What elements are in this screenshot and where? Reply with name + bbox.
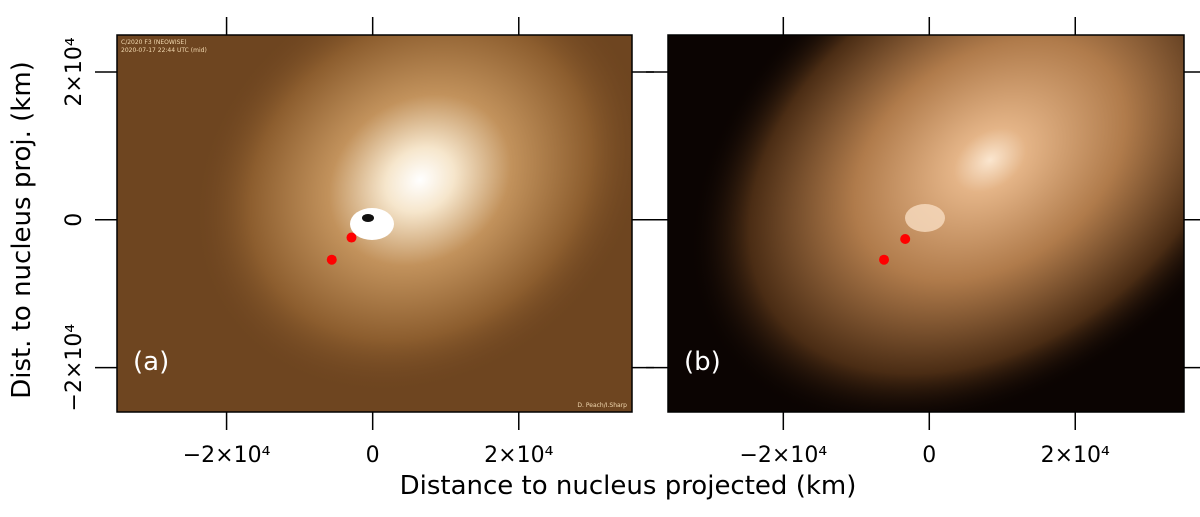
y-axis-label: Dist. to nucleus proj. (km) <box>7 61 37 399</box>
x-tick-label: 0 <box>922 443 936 468</box>
y-tick-label: 0 <box>62 213 87 227</box>
panel-label: (a) <box>133 347 169 377</box>
frame-b <box>667 34 1185 413</box>
image-b <box>668 35 1184 412</box>
comet-point <box>346 232 357 243</box>
comet-point <box>900 234 911 245</box>
watermark: C/2020 F3 (NEOWISE) <box>121 39 187 46</box>
frame-a <box>116 34 633 413</box>
y-tick-label: −2×10⁴ <box>62 324 87 412</box>
comet-point <box>326 254 337 265</box>
x-axis-label: Distance to nucleus projected (km) <box>400 471 857 501</box>
x-tick-label: 0 <box>366 443 380 468</box>
x-tick-label: 2×10⁴ <box>484 443 553 468</box>
panel-label: (b) <box>684 347 721 377</box>
x-tick-label: 2×10⁴ <box>1041 443 1110 468</box>
x-tick-label: −2×10⁴ <box>739 443 827 468</box>
watermark: 2020-07-17 22:44 UTC (mid) <box>121 47 207 54</box>
y-tick-label: 2×10⁴ <box>62 37 87 106</box>
image-a <box>117 35 632 412</box>
watermark: D. Peach/I.Sharp <box>577 402 627 409</box>
comet-point <box>879 254 890 265</box>
x-tick-label: −2×10⁴ <box>183 443 271 468</box>
